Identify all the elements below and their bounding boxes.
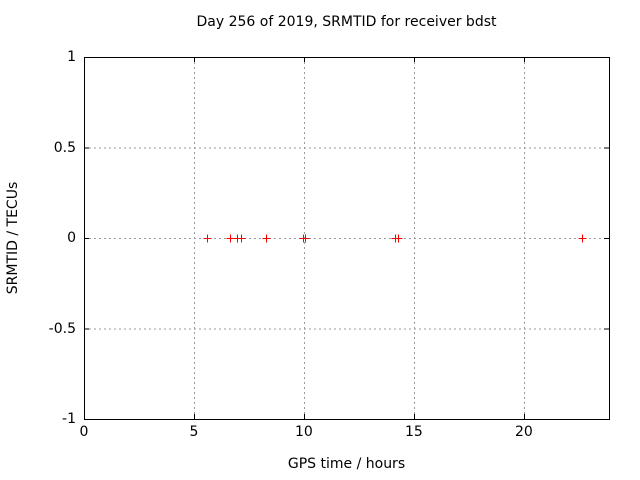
data-point-marker — [203, 234, 212, 243]
y-tick-label: -0.5 — [48, 320, 76, 337]
data-point-marker — [226, 234, 235, 243]
y-tick-label: 0.5 — [53, 139, 76, 156]
y-tick-label: 0 — [67, 230, 76, 246]
data-point-marker — [262, 234, 271, 243]
data-point-marker — [237, 234, 246, 243]
x-tick-label: 0 — [79, 424, 89, 440]
y-tick-label: 1 — [67, 49, 76, 65]
x-axis-label: GPS time / hours — [287, 456, 406, 472]
x-tick-label: 10 — [295, 424, 313, 440]
data-point-marker — [394, 234, 403, 243]
plot-border — [84, 57, 610, 420]
x-tick-label: 15 — [404, 424, 423, 440]
x-tick-label: 5 — [189, 424, 199, 440]
x-tick-label: 20 — [514, 424, 533, 440]
data-point-marker — [578, 234, 587, 243]
y-tick-label: -1 — [62, 411, 76, 427]
chart-title: Day 256 of 2019, SRMTID for receiver bds… — [196, 14, 497, 30]
data-point-marker — [301, 234, 310, 243]
